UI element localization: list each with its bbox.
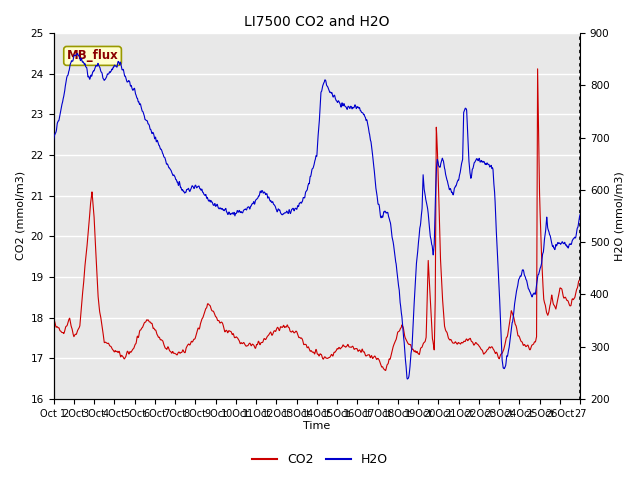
CO2	[566, 303, 574, 309]
CO2	[576, 275, 584, 281]
Line: CO2: CO2	[54, 69, 580, 371]
H2O	[403, 376, 411, 382]
CO2	[141, 320, 148, 325]
CO2	[509, 312, 517, 318]
Y-axis label: H2O (mmol/m3): H2O (mmol/m3)	[615, 171, 625, 261]
Y-axis label: CO2 (mmol/m3): CO2 (mmol/m3)	[15, 171, 25, 261]
CO2	[109, 348, 117, 354]
H2O	[275, 206, 282, 212]
Legend: CO2, H2O: CO2, H2O	[247, 448, 393, 471]
H2O	[509, 313, 517, 319]
H2O	[74, 50, 81, 56]
H2O	[576, 212, 584, 217]
CO2	[534, 66, 541, 72]
Title: LI7500 CO2 and H2O: LI7500 CO2 and H2O	[244, 15, 390, 29]
X-axis label: Time: Time	[303, 421, 330, 432]
H2O	[252, 197, 259, 203]
H2O	[141, 117, 149, 122]
H2O	[50, 137, 58, 143]
Line: H2O: H2O	[54, 53, 580, 379]
CO2	[50, 317, 58, 323]
CO2	[275, 325, 282, 331]
Text: MB_flux: MB_flux	[67, 49, 118, 62]
CO2	[252, 346, 259, 351]
CO2	[381, 368, 389, 373]
H2O	[110, 64, 118, 70]
H2O	[566, 242, 574, 248]
